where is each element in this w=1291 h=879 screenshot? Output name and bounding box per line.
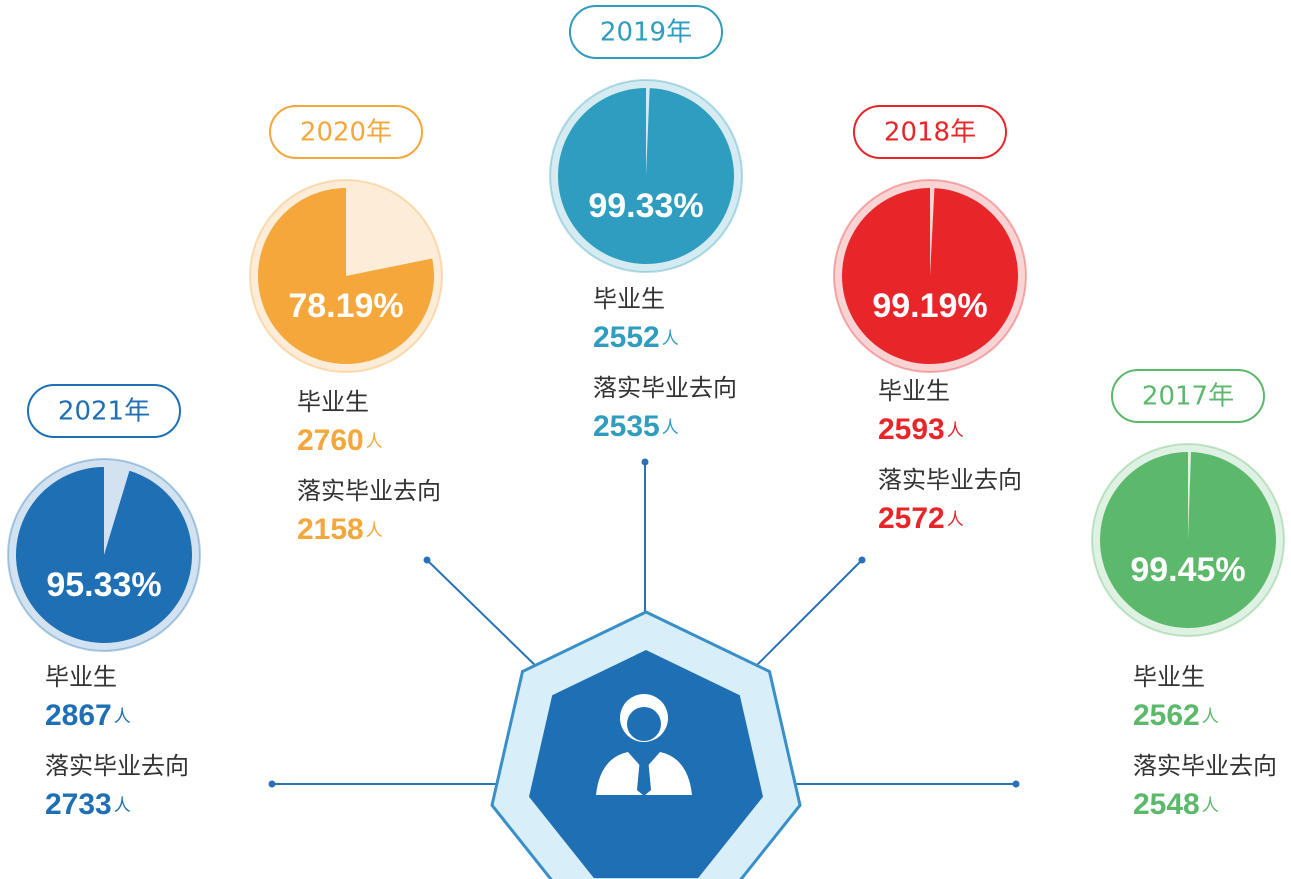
stat-line: 2535 人 xyxy=(593,410,679,443)
dot xyxy=(1012,780,1020,788)
stat-label: 落实毕业去向 xyxy=(878,466,1022,494)
year-label: 2020年 xyxy=(300,118,392,148)
stat-label: 毕业生 xyxy=(45,663,117,691)
stat-line: 2593 人 xyxy=(878,413,964,446)
connector xyxy=(426,559,541,671)
year-label: 2018年 xyxy=(884,118,976,148)
stat-value: 2593 xyxy=(878,413,945,446)
stat-value: 2562 xyxy=(1133,699,1200,732)
pie-value-label: 99.19% xyxy=(872,287,987,325)
stat-unit: 人 xyxy=(366,432,383,452)
stat-label: 毕业生 xyxy=(1133,663,1205,691)
person-tie xyxy=(637,758,651,796)
stat-line: 2552 人 xyxy=(593,321,679,354)
stat-unit: 人 xyxy=(114,707,131,727)
dot xyxy=(268,780,276,788)
stat-line: 2158 人 xyxy=(297,513,383,546)
pie-value-label: 95.33% xyxy=(46,566,161,604)
year-pill xyxy=(27,384,181,438)
center-badge xyxy=(490,610,802,879)
connectors xyxy=(272,462,1016,785)
stat-label: 落实毕业去向 xyxy=(45,752,189,780)
stat-line: 2548 人 xyxy=(1133,788,1219,821)
stat-line: 2867 人 xyxy=(45,699,131,732)
stat-unit: 人 xyxy=(1202,707,1219,727)
stat-unit: 人 xyxy=(114,796,131,816)
stat-line: 2760 人 xyxy=(297,424,383,457)
pie-slice xyxy=(16,467,193,643)
stat-label: 落实毕业去向 xyxy=(1133,752,1277,780)
stat-line: 2562 人 xyxy=(1133,699,1219,732)
pie-value-label: 99.33% xyxy=(588,187,703,225)
dot xyxy=(858,556,866,564)
stat-unit: 人 xyxy=(662,329,679,349)
year-pill xyxy=(1111,369,1265,423)
connector xyxy=(751,559,863,671)
stat-value: 2867 xyxy=(45,699,112,732)
year-label: 2017年 xyxy=(1142,382,1234,412)
connector-dots xyxy=(268,458,1020,788)
dot xyxy=(423,556,431,564)
stat-value: 2733 xyxy=(45,788,112,821)
stat-value: 2158 xyxy=(297,513,364,546)
stat-value: 2760 xyxy=(297,424,364,457)
pie-value-label: 99.45% xyxy=(1130,551,1245,589)
stat-value: 2548 xyxy=(1133,788,1200,821)
year-pill xyxy=(269,105,423,159)
stat-value: 2572 xyxy=(878,502,945,535)
pie-slice xyxy=(842,188,1019,364)
stat-label: 毕业生 xyxy=(593,285,665,313)
stat-label: 毕业生 xyxy=(297,388,369,416)
year-pill xyxy=(853,105,1007,159)
stat-value: 2552 xyxy=(593,321,660,354)
stat-unit: 人 xyxy=(366,521,383,541)
stat-label: 落实毕业去向 xyxy=(297,477,441,505)
year-pill xyxy=(569,5,723,59)
dot xyxy=(641,458,649,466)
stat-unit: 人 xyxy=(662,418,679,438)
year-label: 2019年 xyxy=(600,18,692,48)
pie-slice xyxy=(1100,452,1276,628)
stat-line: 2572 人 xyxy=(878,502,964,535)
year-label: 2021年 xyxy=(58,397,150,427)
stat-unit: 人 xyxy=(1202,796,1219,816)
stat-unit: 人 xyxy=(947,510,964,530)
stat-label: 落实毕业去向 xyxy=(593,374,737,402)
pie-slice xyxy=(258,188,434,364)
pie-value-label: 78.19% xyxy=(288,287,403,325)
stat-unit: 人 xyxy=(947,421,964,441)
stat-line: 2733 人 xyxy=(45,788,131,821)
person-face xyxy=(627,707,661,741)
pie-slice xyxy=(557,88,734,264)
stat-value: 2535 xyxy=(593,410,660,443)
stat-label: 毕业生 xyxy=(878,377,950,405)
